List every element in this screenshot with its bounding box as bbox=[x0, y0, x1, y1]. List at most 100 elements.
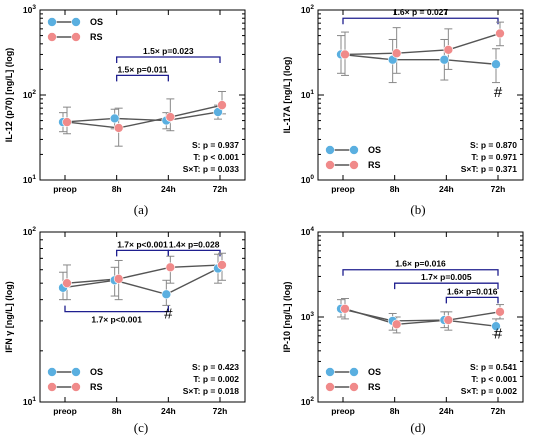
legend-label: RS bbox=[368, 160, 381, 170]
significance-bracket bbox=[394, 282, 499, 290]
series-line-os bbox=[340, 308, 497, 327]
bracket-label: 1.4× p=0.028 bbox=[169, 239, 220, 249]
panel-label: (c) bbox=[134, 420, 148, 435]
stats-line: S×T: p = 0.371 bbox=[461, 164, 517, 174]
stats-line: S: p = 0.937 bbox=[192, 140, 239, 150]
y-tick-label: 101 bbox=[301, 89, 314, 100]
legend: OS RS bbox=[47, 17, 103, 42]
x-tick-label: 24h bbox=[439, 406, 454, 416]
stats-line: T: p < 0.001 bbox=[193, 152, 239, 162]
data-point-rs bbox=[340, 49, 350, 60]
series-line-rs bbox=[66, 264, 223, 284]
legend: OS RS bbox=[47, 367, 103, 392]
legend-marker bbox=[325, 382, 335, 392]
y-tick-label: 101 bbox=[23, 396, 36, 407]
legend-marker bbox=[349, 367, 359, 377]
stats-block: S: p = 0.937 T: p < 0.001 S×T: p = 0.033 bbox=[183, 140, 240, 174]
chart-panel-3: 101 102 preop 8h 24h 72h IFN γ [ng/L] (log) 1.7… bbox=[4, 226, 246, 435]
legend-marker bbox=[71, 367, 81, 377]
stats-line: S: p = 0.870 bbox=[470, 140, 517, 150]
legend-label: RS bbox=[90, 382, 103, 392]
series-line-rs bbox=[344, 32, 501, 56]
panel-label: (a) bbox=[134, 202, 148, 217]
legend-marker bbox=[47, 32, 57, 42]
chart-panel-2: 100 101 102 preop 8h 24h 72h IL-17A [ng/L] (log… bbox=[282, 4, 524, 217]
significance-bracket bbox=[167, 249, 221, 257]
stats-line: T: p < 0.001 bbox=[471, 374, 517, 384]
y-tick-label: 102 bbox=[301, 396, 314, 407]
series-line-rs bbox=[66, 104, 223, 129]
legend-label: OS bbox=[368, 367, 381, 377]
legend-label: OS bbox=[90, 17, 103, 27]
x-tick-label: 8h bbox=[390, 406, 400, 416]
stats-line: S×T: p = 0.033 bbox=[183, 164, 239, 174]
legend-marker bbox=[325, 145, 335, 155]
legend: OS RS bbox=[325, 367, 381, 392]
data-point-rs bbox=[391, 319, 402, 330]
x-tick-label: 72h bbox=[213, 406, 228, 416]
y-axis-label: IL-17A [ng/L] (log) bbox=[282, 57, 292, 134]
chart-panel-4: 102 103 104 preop 8h 24h 72h IP-10 [ng/L] (log)… bbox=[282, 226, 524, 435]
legend-marker bbox=[47, 17, 57, 27]
data-point-os bbox=[491, 321, 501, 331]
significance-bracket bbox=[342, 269, 499, 276]
legend-label: OS bbox=[368, 145, 381, 155]
stats-block: S: p = 0.423 T: p = 0.002 S×T: p = 0.018 bbox=[183, 362, 240, 396]
data-point-rs bbox=[391, 48, 402, 59]
y-axis-label: IFN γ [ng/L] (log) bbox=[4, 281, 14, 352]
legend-marker bbox=[325, 367, 335, 377]
bracket-label: 1.7× p<0.001 bbox=[91, 315, 142, 325]
bracket-label: 1.6× p = 0.027 bbox=[393, 7, 449, 17]
legend-marker bbox=[71, 382, 81, 392]
x-tick-label: preop bbox=[53, 406, 77, 416]
x-tick-label: 8h bbox=[390, 184, 400, 194]
data-point-rs bbox=[113, 123, 124, 133]
y-tick-label: 103 bbox=[23, 4, 36, 15]
significance-bracket bbox=[445, 296, 499, 304]
y-axis-label: IP-10 [ng/L] (log) bbox=[282, 282, 292, 353]
y-tick-label: 104 bbox=[301, 226, 314, 237]
data-point-rs bbox=[443, 45, 454, 55]
legend-marker bbox=[71, 32, 81, 42]
data-point-rs bbox=[165, 112, 176, 122]
bracket-label: 1.6× p=0.016 bbox=[447, 286, 498, 296]
y-tick-label: 101 bbox=[23, 174, 36, 185]
significance-bracket bbox=[342, 17, 499, 25]
significance-bracket bbox=[64, 305, 169, 313]
legend-marker bbox=[47, 382, 57, 392]
legend-marker bbox=[325, 160, 335, 170]
legend-marker bbox=[349, 145, 359, 155]
bracket-label: 1.5× p=0.023 bbox=[143, 46, 194, 56]
x-tick-label: preop bbox=[331, 184, 355, 194]
data-point-rs bbox=[340, 303, 350, 314]
chart-panel-1: 101 102 103 preop 8h 24h 72h IL-12 (p70) [ng/L]… bbox=[4, 4, 246, 217]
x-tick-label: 72h bbox=[491, 406, 506, 416]
legend-marker bbox=[71, 17, 81, 27]
data-point-os bbox=[109, 113, 120, 124]
x-tick-label: preop bbox=[331, 406, 355, 416]
y-tick-label: 103 bbox=[301, 311, 314, 322]
legend-marker bbox=[47, 367, 57, 377]
stats-line: S×T: p = 0.018 bbox=[183, 386, 239, 396]
stats-line: T: p = 0.971 bbox=[471, 152, 517, 162]
data-point-rs bbox=[495, 307, 505, 317]
y-tick-label: 102 bbox=[23, 89, 36, 100]
y-tick-label: 102 bbox=[301, 4, 314, 15]
x-tick-label: preop bbox=[53, 184, 77, 194]
x-tick-label: 24h bbox=[439, 184, 454, 194]
data-point-rs bbox=[217, 100, 227, 110]
bracket-label: 1.6× p=0.016 bbox=[395, 259, 446, 269]
legend-label: OS bbox=[90, 367, 103, 377]
bracket-label: 1.7× p=0.005 bbox=[421, 272, 472, 282]
series-line-rs bbox=[344, 308, 501, 326]
x-tick-label: 8h bbox=[112, 184, 122, 194]
data-point-rs bbox=[62, 278, 72, 288]
y-tick-label: 100 bbox=[301, 174, 314, 185]
stats-block: S: p = 0.870 T: p = 0.971 S×T: p = 0.371 bbox=[461, 140, 518, 174]
significance-marker: # bbox=[494, 325, 503, 342]
x-tick-label: 8h bbox=[112, 406, 122, 416]
bracket-label: 1.5× p=0.011 bbox=[117, 64, 167, 74]
data-point-rs bbox=[165, 262, 176, 273]
data-point-os bbox=[439, 54, 450, 65]
stats-line: S×T: p = 0.002 bbox=[461, 386, 517, 396]
